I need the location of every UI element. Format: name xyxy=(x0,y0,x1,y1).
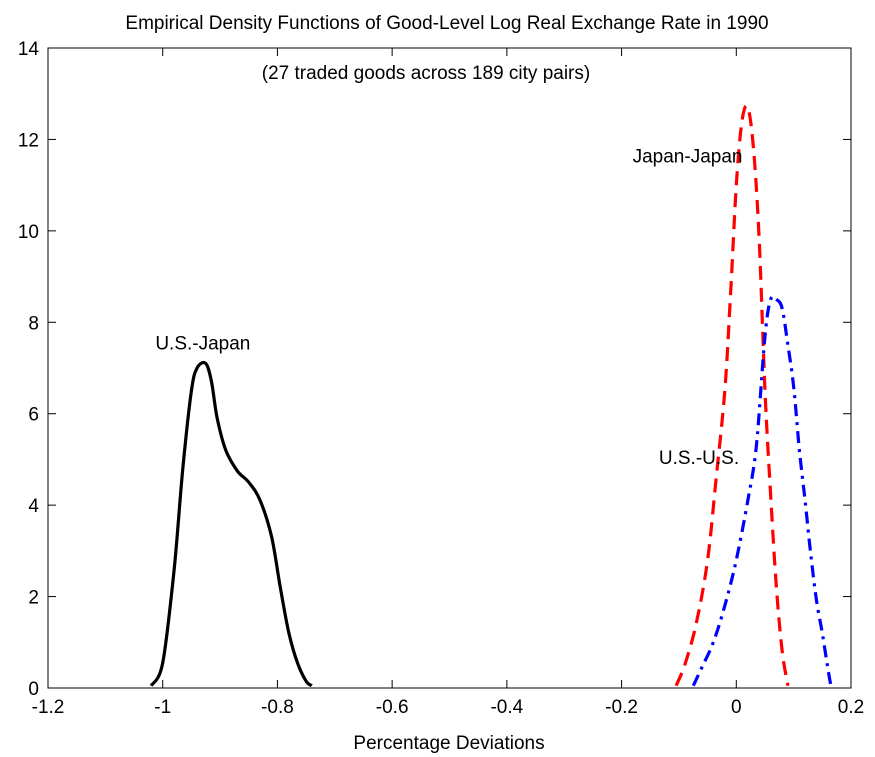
x-axis: -1.2 -1 -0.8 -0.6 -0.4 -0.2 0 0.2 xyxy=(32,48,864,718)
y-tick-label: 6 xyxy=(28,405,39,426)
annotation-label: U.S.-Japan xyxy=(155,334,250,355)
x-tick-label: 0 xyxy=(731,697,742,718)
chart-subtitle: (27 traded goods across 189 city pairs) xyxy=(262,63,590,84)
x-tick-label: -0.6 xyxy=(376,697,409,718)
x-tick-label: -0.4 xyxy=(490,697,523,718)
x-tick-label: 0.2 xyxy=(838,697,864,718)
y-tick-label: 14 xyxy=(18,39,40,60)
series-line-2 xyxy=(691,294,833,687)
plot-frame xyxy=(47,47,852,689)
annotation-label: U.S.-U.S. xyxy=(659,448,739,469)
y-tick-label: 8 xyxy=(28,313,39,334)
x-axis-label: Percentage Deviations xyxy=(353,733,544,754)
annotation-layer: U.S.-Japan Japan-Japan U.S.-U.S. xyxy=(155,146,742,469)
y-tick-label: 4 xyxy=(28,496,39,517)
series-line-0 xyxy=(149,360,313,688)
series-line-1 xyxy=(674,104,790,687)
series-layer xyxy=(149,104,833,688)
y-tick-label: 12 xyxy=(18,130,39,151)
chart-title: Empirical Density Functions of Good-Leve… xyxy=(125,13,768,34)
y-tick-label: 0 xyxy=(28,679,39,700)
x-tick-label: -1 xyxy=(154,697,171,718)
y-axis: 0 2 4 6 8 10 12 14 xyxy=(18,39,851,700)
x-tick-label: -1.2 xyxy=(32,697,65,718)
y-tick-label: 10 xyxy=(18,222,39,243)
y-tick-label: 2 xyxy=(28,588,39,609)
annotation-label: Japan-Japan xyxy=(633,146,743,167)
x-tick-label: -0.2 xyxy=(605,697,638,718)
x-tick-label: -0.8 xyxy=(261,697,294,718)
